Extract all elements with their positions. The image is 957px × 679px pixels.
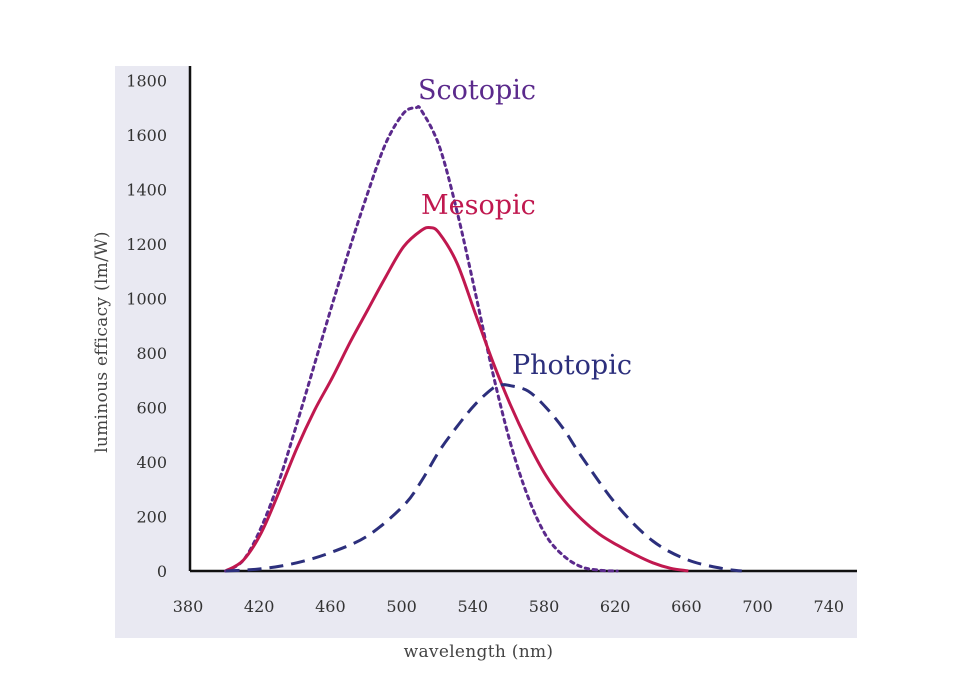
- y-tick-label-1000: 1000: [126, 290, 167, 309]
- x-tick-label-700: 700: [742, 597, 773, 616]
- x-tick-label-660: 660: [671, 597, 702, 616]
- tick-labels: 380 420 460 500 540 580 620 660 700 740 0 200 400 600…: [126, 72, 844, 617]
- y-tick-label-1800: 1800: [126, 72, 167, 91]
- plot-area: [190, 66, 857, 571]
- photopic-curve: [225, 383, 742, 573]
- y-tick-label-800: 800: [136, 344, 167, 363]
- x-tick-label-460: 460: [315, 597, 346, 616]
- x-tick-label-580: 580: [529, 597, 560, 616]
- series-lines: [224, 105, 742, 573]
- y-tick-label-1400: 1400: [126, 181, 167, 200]
- y-tick-label-400: 400: [136, 453, 167, 472]
- x-tick-label-740: 740: [814, 597, 845, 616]
- scotopic-label: Scotopic: [418, 75, 536, 106]
- mesopic-label: Mesopic: [421, 190, 536, 221]
- x-tick-label-620: 620: [600, 597, 631, 616]
- x-tick-label-540: 540: [458, 597, 489, 616]
- x-axis-title: wavelength (nm): [403, 642, 554, 662]
- y-tick-label-200: 200: [136, 508, 167, 527]
- y-tick-label-1200: 1200: [126, 235, 167, 254]
- axes: [188, 66, 857, 573]
- y-tick-label-1600: 1600: [126, 126, 167, 145]
- x-tick-label-380: 380: [173, 597, 204, 616]
- y-axis-title: luminous efficacy (lm/W): [92, 231, 112, 453]
- y-tick-label-600: 600: [136, 399, 167, 418]
- x-tick-label-500: 500: [386, 597, 417, 616]
- mesopic-curve: [224, 225, 689, 573]
- x-tick-label-420: 420: [244, 597, 275, 616]
- y-tick-label-0: 0: [157, 562, 167, 581]
- scotopic-curve: [224, 105, 619, 573]
- photopic-label: Photopic: [512, 350, 632, 381]
- series-labels: Scotopic Mesopic Photopic: [418, 75, 632, 381]
